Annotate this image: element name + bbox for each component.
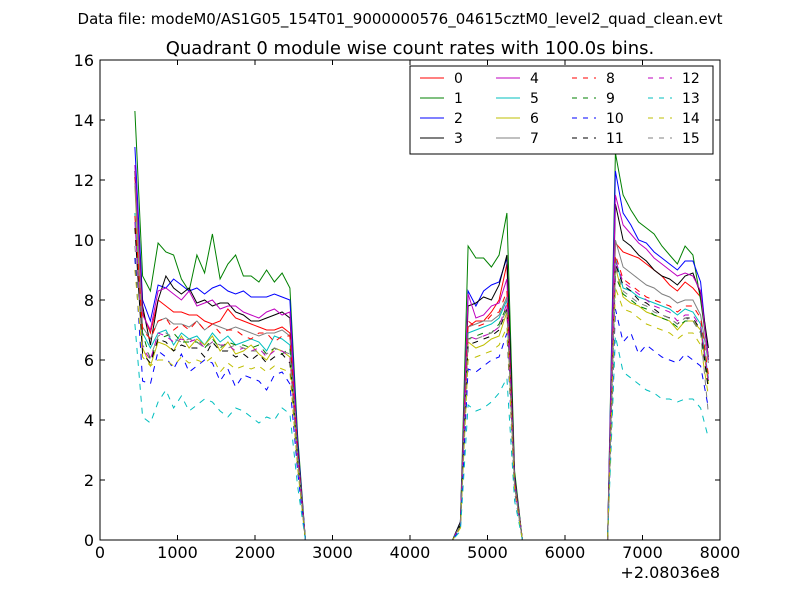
series-line-8 [134,215,709,541]
x-tick-label: 1000 [157,543,198,562]
chart-title: Quadrant 0 module wise count rates with … [166,38,655,59]
y-tick-label: 10 [74,231,94,250]
legend-label-7: 7 [530,131,539,147]
x-tick-label: 3000 [312,543,353,562]
legend-label-11: 11 [606,131,624,147]
y-tick-label: 4 [84,411,94,430]
legend-label-3: 3 [454,131,463,147]
legend-label-9: 9 [606,91,615,107]
x-tick-label: 2000 [235,543,276,562]
y-tick-label: 14 [74,111,94,130]
legend-label-1: 1 [454,91,463,107]
legend-box [409,65,714,155]
y-tick-label: 0 [84,531,94,550]
legend-label-14: 14 [682,111,700,127]
legend-label-10: 10 [606,111,624,127]
legend-label-5: 5 [530,91,539,107]
series-line-15 [134,245,709,541]
y-tick-label: 8 [84,291,94,310]
data-file-supertitle: Data file: modeM0/AS1G05_154T01_90000005… [78,10,723,29]
axis-ticks: 0 1000 2000 3000 4000 5000 6000 7000 80000246810… [74,51,741,562]
legend-label-12: 12 [682,71,700,87]
legend-label-0: 0 [454,71,463,87]
legend-label-13: 13 [682,91,700,107]
y-tick-label: 2 [84,471,94,490]
y-tick-label: 16 [74,51,94,70]
x-tick-label: 6000 [545,543,586,562]
x-tick-label: 4000 [390,543,431,562]
series-line-14 [134,269,709,541]
legend-label-8: 8 [606,71,615,87]
x-axis-offset-label: +2.08036e8 [620,563,720,582]
x-tick-label: 7000 [622,543,663,562]
x-tick-label: 0 [95,543,105,562]
legend-label-6: 6 [530,111,539,127]
y-tick-label: 6 [84,351,94,370]
legend-label-2: 2 [454,111,463,127]
x-tick-label: 8000 [700,543,741,562]
legend-label-4: 4 [530,71,539,87]
legend-label-15: 15 [682,131,700,147]
x-tick-label: 5000 [467,543,508,562]
y-tick-label: 12 [74,171,94,190]
